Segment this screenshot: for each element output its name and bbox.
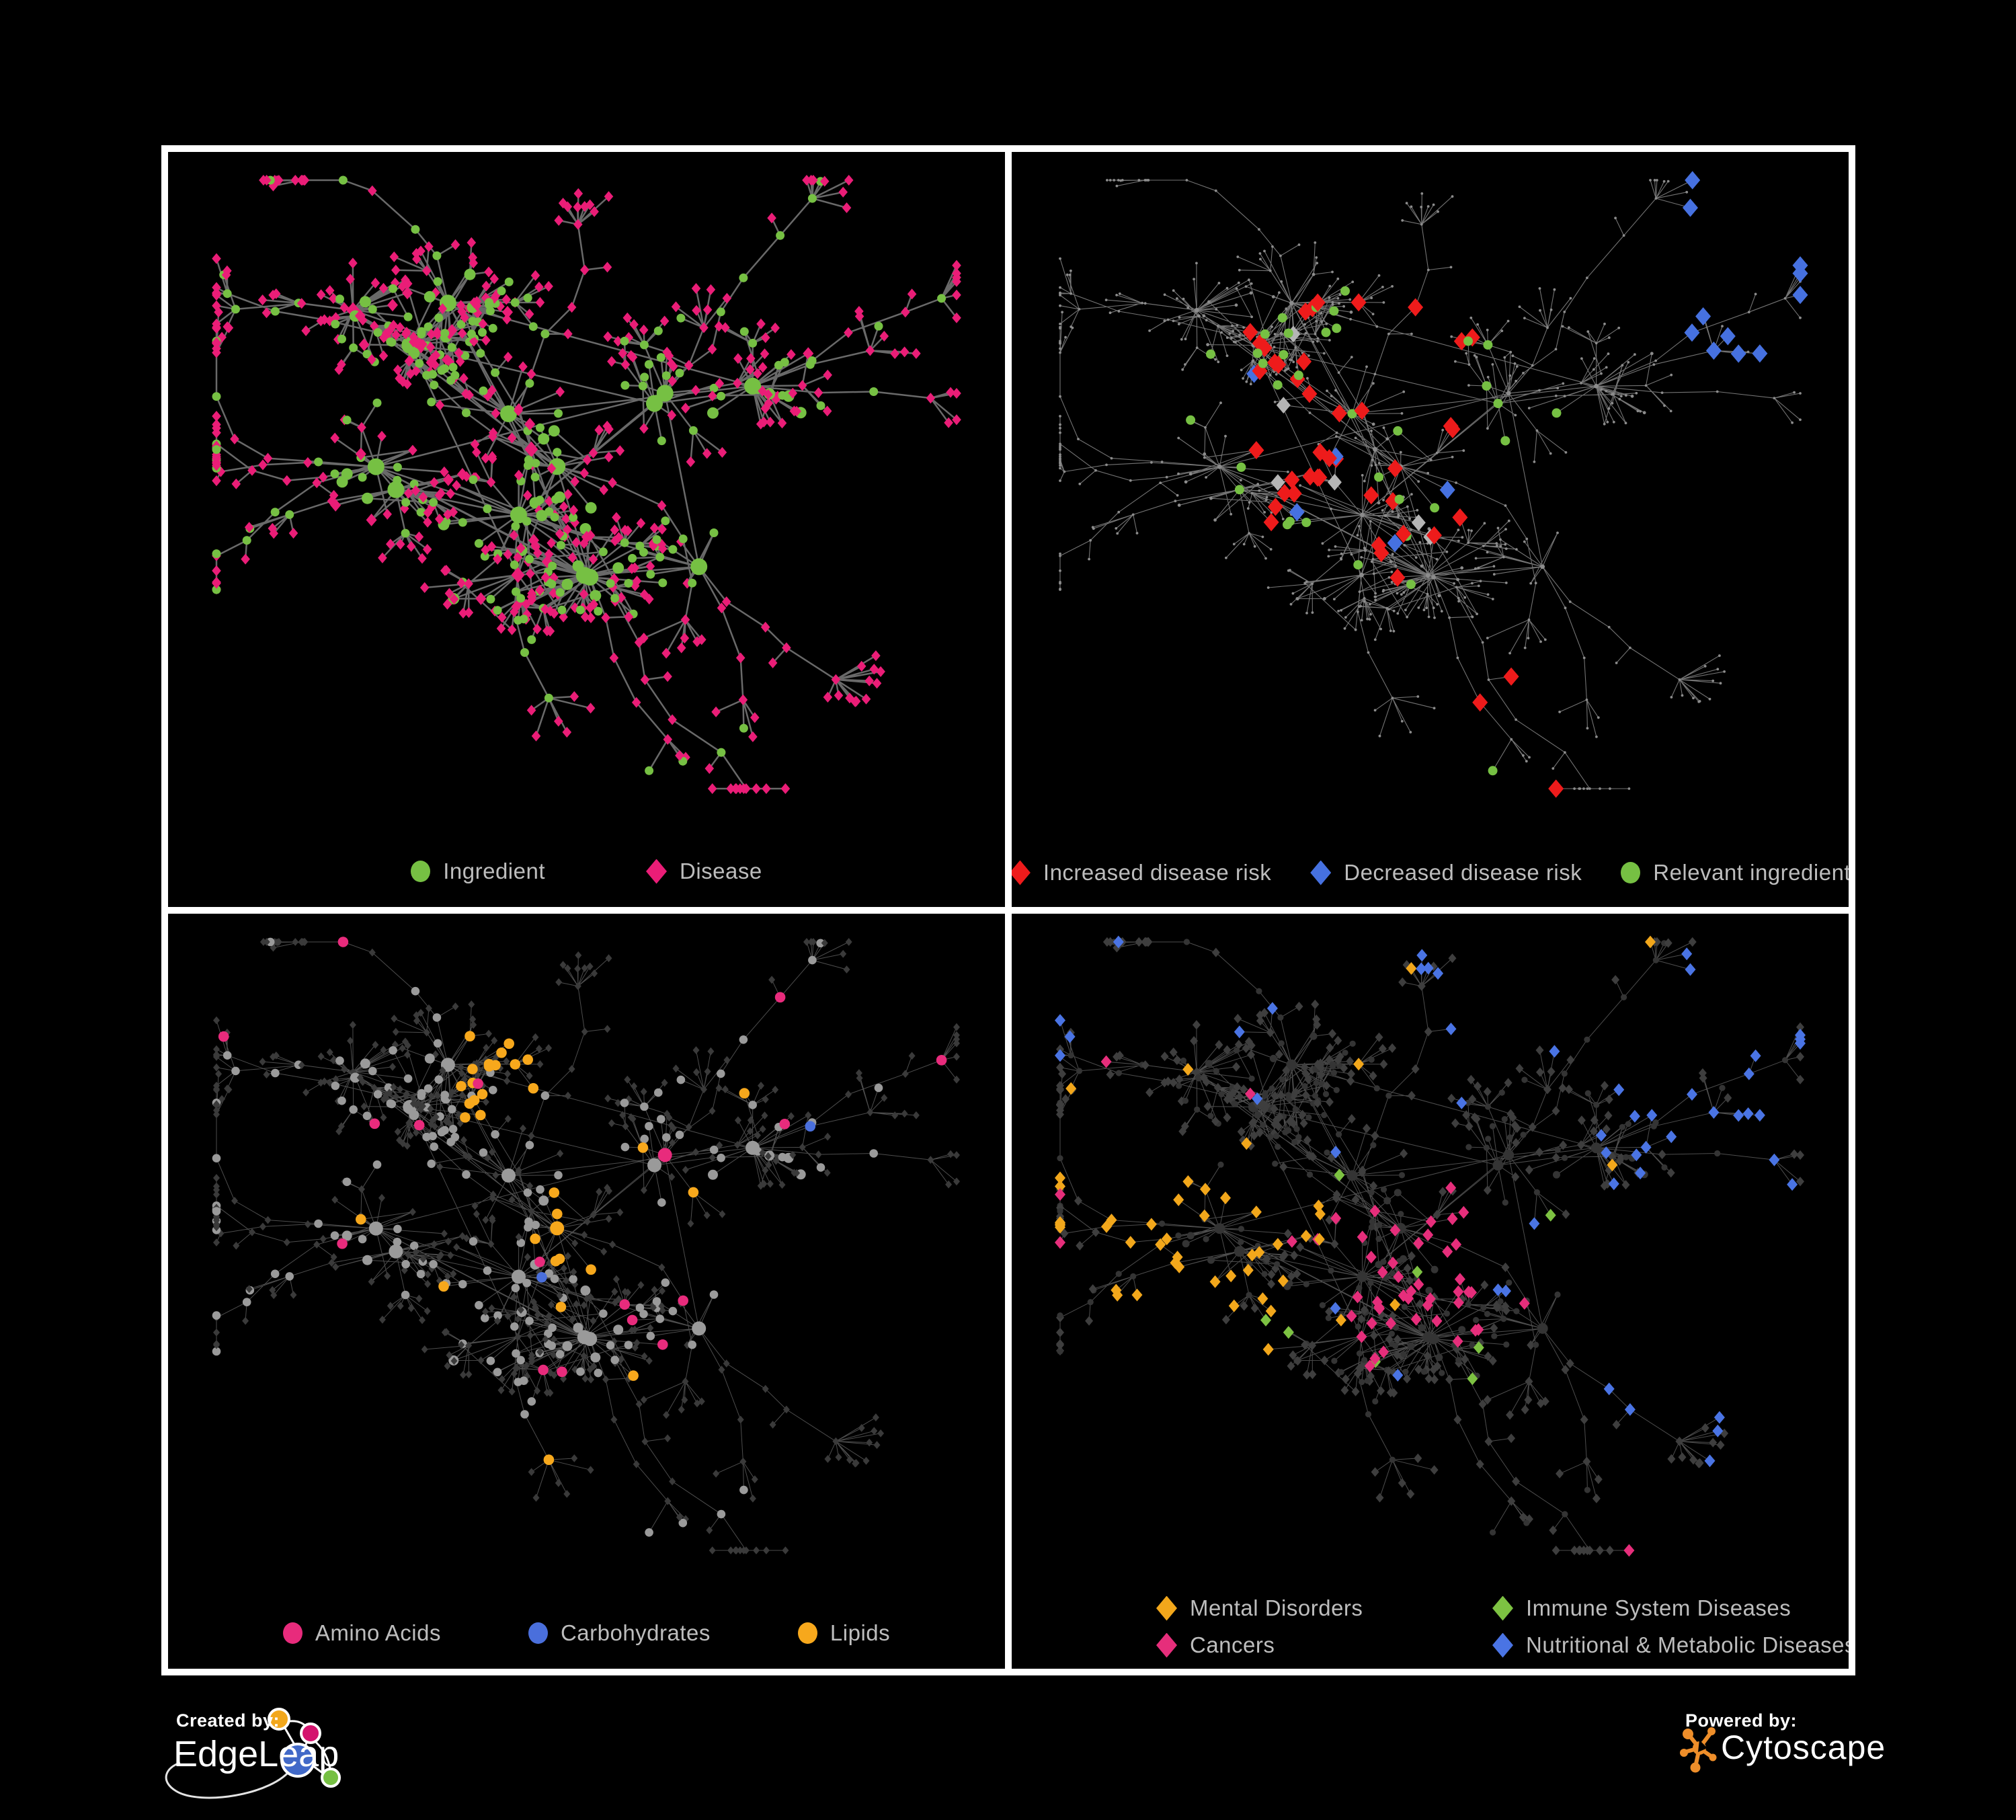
legend-label: Increased disease risk [1043,860,1272,885]
panel-disease-risk: Increased disease risk Decreased disease… [1012,152,1849,907]
lipids-marker-icon [797,1622,817,1644]
created-by-label: Created by: [176,1710,280,1731]
legend-item: Increased disease risk [1012,860,1271,885]
powered-by-label: Powered by: [1685,1710,1798,1731]
edgeleap-wordmark: EdgeLeap [173,1734,339,1774]
legend-item: Amino Acids [282,1620,441,1646]
legend-item: Nutritional & Metabolic Diseases [1492,1632,1849,1658]
cytoscape-wordmark: Cytoscape [1721,1729,1886,1766]
network-graph-disease-risk [1059,171,1808,798]
legend-item: Mental Disorders [1156,1595,1492,1621]
legend-label: Decreased disease risk [1344,860,1582,885]
legend-label: Immune System Diseases [1526,1595,1791,1620]
legend-label: Ingredient [443,859,546,883]
carbohydrates-marker-icon [528,1622,548,1644]
panel-disease-categories: Mental Disorders Immune System Diseases … [1012,914,1849,1669]
legend-item: Lipids [797,1620,891,1646]
legend-label: Amino Acids [315,1620,441,1645]
legend-label: Cancers [1190,1632,1275,1657]
legend-nutrient-classes: Amino Acids Carbohydrates Lipids [168,1620,1005,1646]
legend-label: Relevant ingredient [1653,860,1849,885]
cancers-marker-icon [1156,1632,1177,1658]
legend-label: Carbohydrates [560,1620,711,1645]
relevant-ingredient-marker-icon [1621,862,1641,883]
network-graph-disease-categories [1055,935,1806,1557]
edgeleap-logo-icon [165,1708,341,1799]
legend-label: Disease [680,859,762,883]
network-graph-ingredient-disease [212,175,961,794]
cytoscape-credit: Powered by: Cytoscape [1674,1706,1983,1801]
increased-risk-marker-icon [1012,860,1031,885]
legend-label: Nutritional & Metabolic Diseases [1526,1632,1849,1657]
cytoscape-logo-icon [1680,1727,1717,1773]
disease-marker-icon [646,859,668,884]
legend-item: Ingredient [411,859,545,884]
legend-item: Cancers [1156,1632,1492,1658]
legend-disease-risk: Increased disease risk Decreased disease… [1012,860,1849,885]
panel-ingredient-disease: Ingredient Disease [168,152,1005,907]
legend-label: Mental Disorders [1190,1595,1363,1620]
edgeleap-credit: Created by: EdgeLeap [160,1706,442,1817]
legend-item: Carbohydrates [528,1620,711,1646]
network-graph-nutrient-classes [212,937,960,1554]
legend-item: Immune System Diseases [1492,1595,1849,1621]
immune-system-marker-icon [1492,1595,1513,1621]
legend-label: Lipids [830,1620,891,1645]
legend-item: Decreased disease risk [1310,860,1582,885]
legend-item: Relevant ingredient [1621,860,1849,885]
panel-nutrient-classes: Amino Acids Carbohydrates Lipids [168,914,1005,1669]
legend-ingredient-disease: Ingredient Disease [168,859,1005,884]
legend-item: Disease [646,859,762,884]
ingredient-marker-icon [411,861,431,882]
mental-disorders-marker-icon [1156,1595,1177,1621]
panel-grid: Ingredient Disease Increased disease ris… [161,145,1855,1675]
decreased-risk-marker-icon [1310,860,1332,885]
amino-acids-marker-icon [282,1622,303,1644]
legend-disease-categories: Mental Disorders Immune System Diseases … [1156,1595,1849,1658]
nutritional-metabolic-marker-icon [1492,1632,1513,1658]
